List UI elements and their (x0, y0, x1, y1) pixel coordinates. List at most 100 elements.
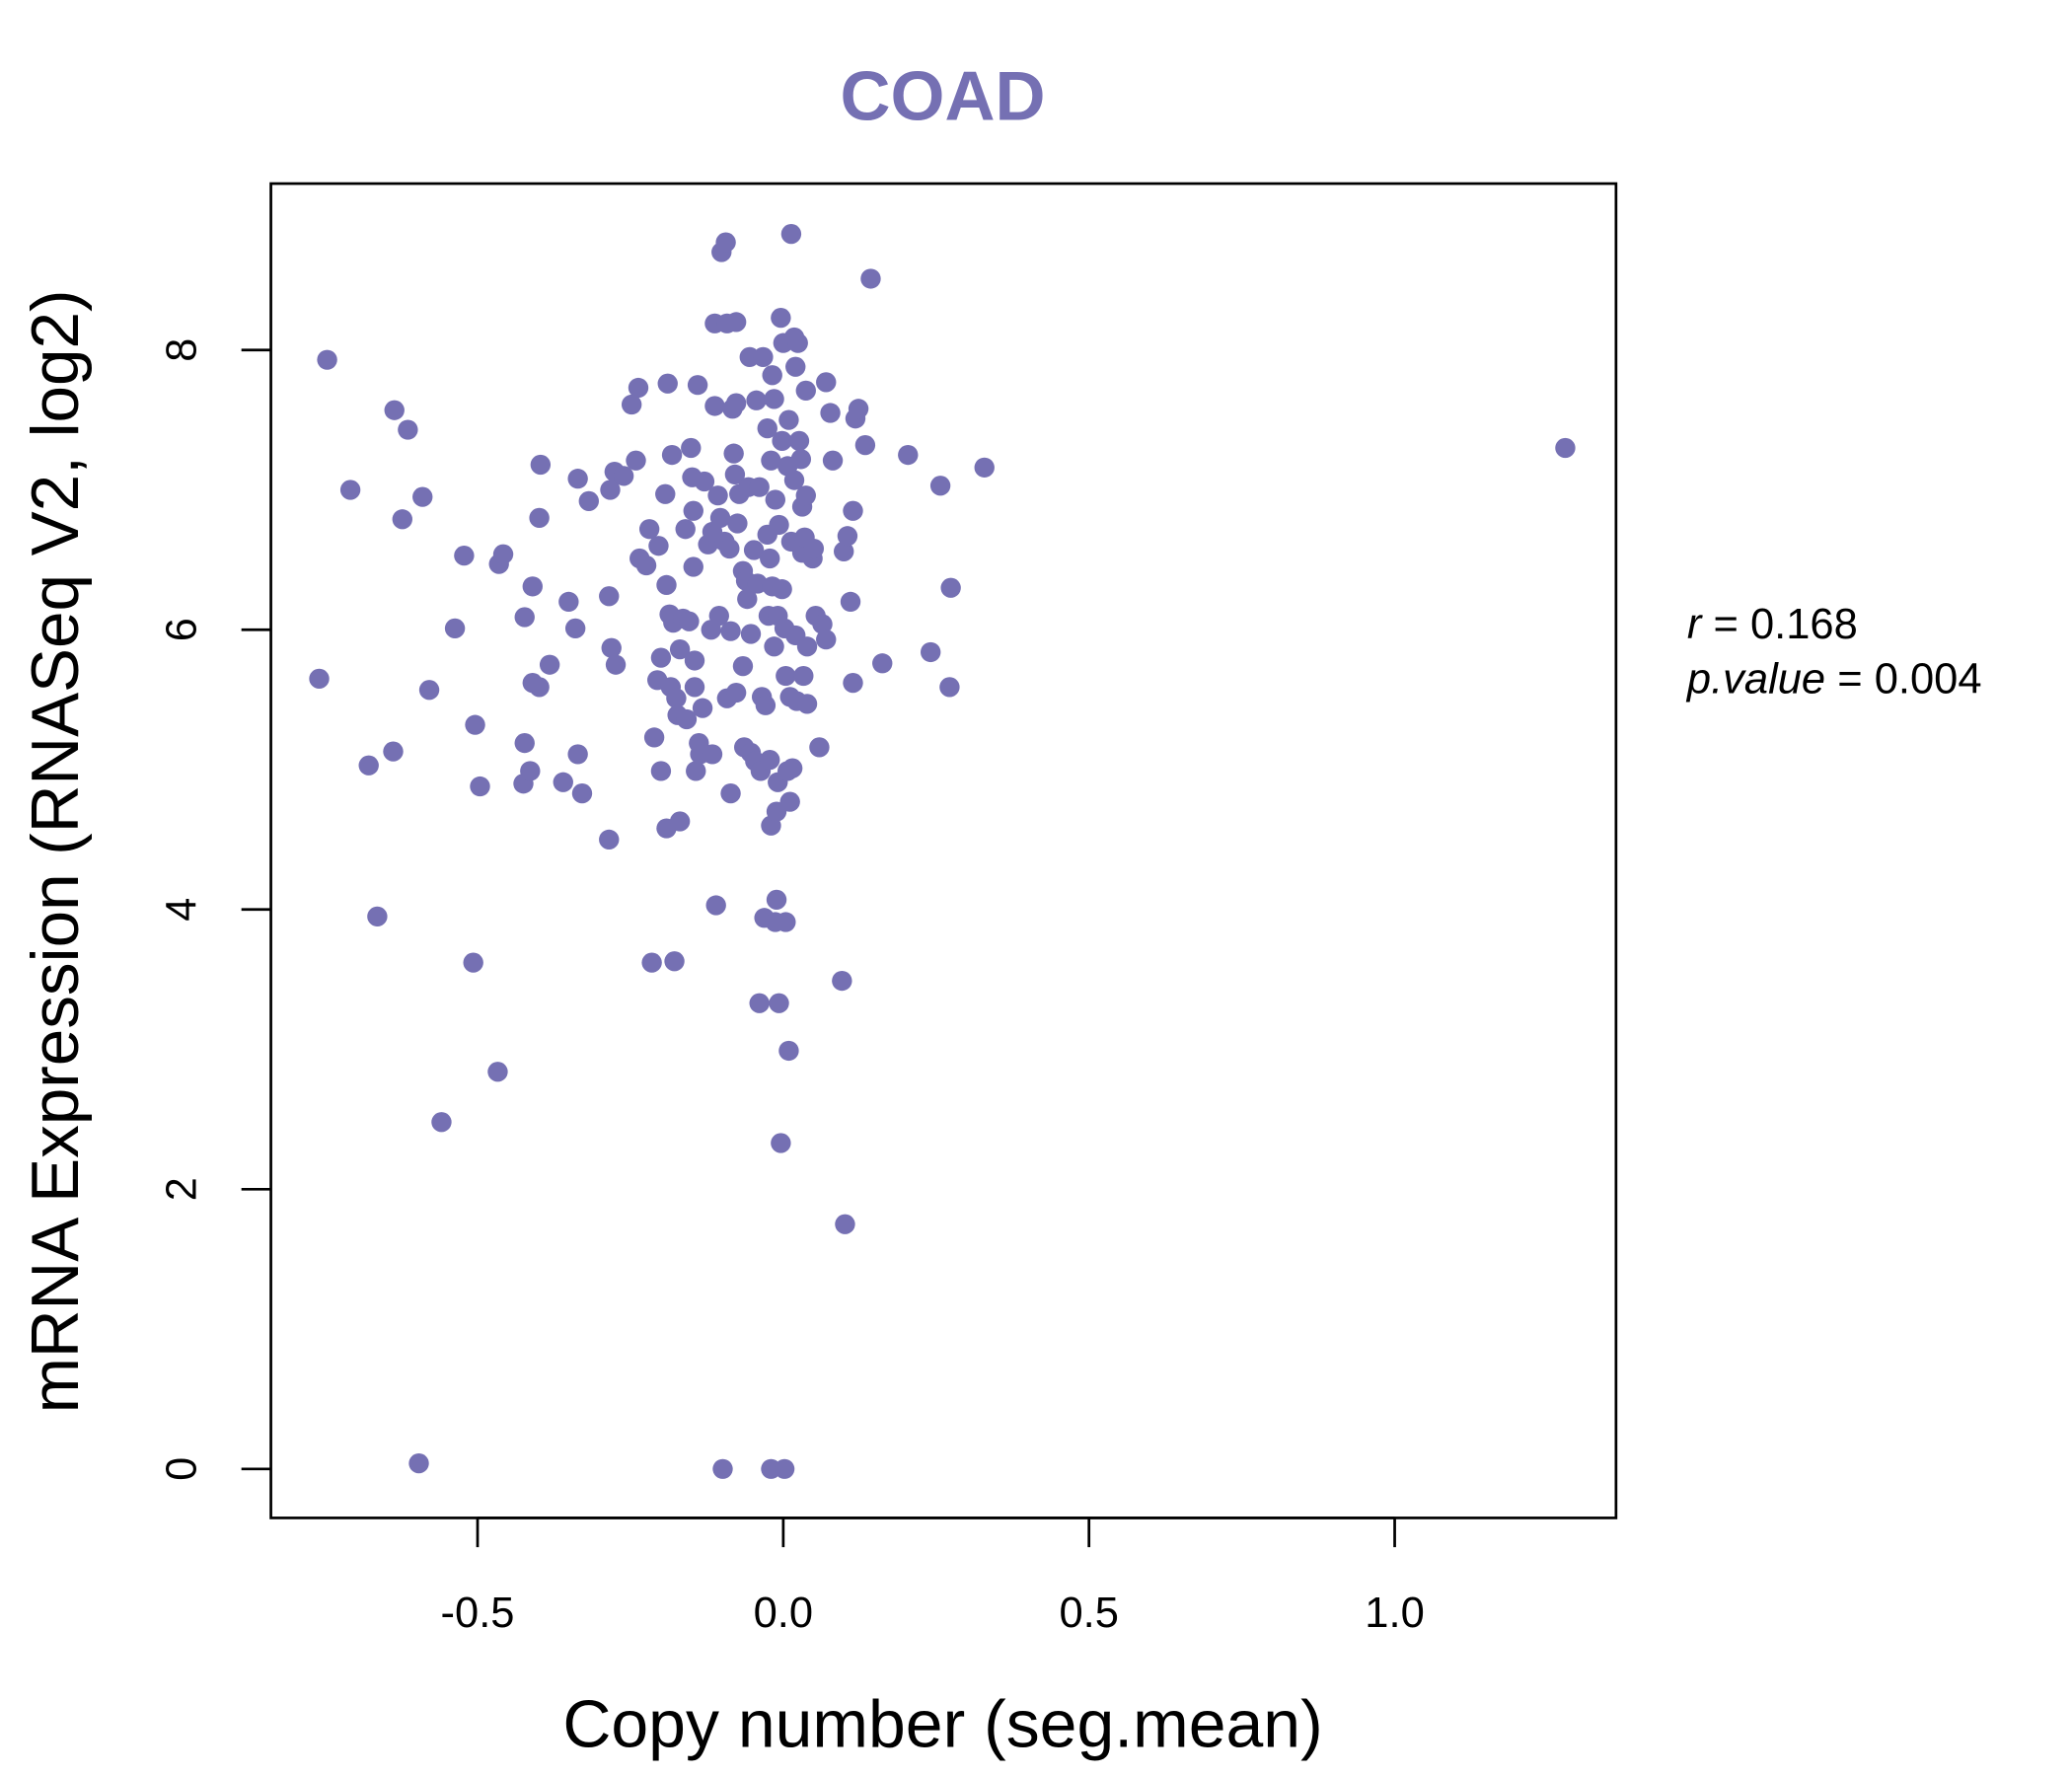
x-axis: -0.5 0.0 0.5 1.0 (441, 1517, 1425, 1637)
data-point (520, 761, 541, 781)
data-point (790, 449, 812, 470)
data-point (444, 618, 466, 638)
data-point (939, 677, 960, 698)
data-point (470, 776, 490, 797)
data-point (779, 791, 800, 812)
data-point (643, 727, 665, 748)
data-point (854, 435, 876, 456)
correlation-r: r = 0.168 (1687, 601, 1858, 648)
data-point (725, 312, 747, 333)
data-point (656, 574, 677, 596)
y-tick-label: 2 (158, 1177, 205, 1201)
data-point (727, 513, 748, 534)
data-point (358, 755, 379, 776)
data-point (816, 629, 837, 650)
data-point (769, 514, 789, 536)
data-point (778, 409, 799, 430)
y-tick-label: 6 (158, 618, 205, 641)
data-point (669, 639, 691, 660)
r-eq: = (1713, 601, 1738, 648)
data-point (686, 761, 706, 781)
data-point (715, 232, 736, 253)
data-point (732, 656, 754, 677)
data-point (764, 389, 784, 409)
data-point (650, 647, 672, 668)
data-point (796, 636, 818, 657)
chart-title: COAD (841, 57, 1046, 135)
data-point (675, 519, 696, 540)
data-point (921, 641, 941, 663)
data-point (787, 333, 808, 353)
data-point (796, 694, 818, 714)
data-point (940, 577, 961, 598)
data-point (769, 993, 789, 1013)
data-point (626, 450, 646, 471)
x-axis-label: Copy number (seg.mean) (562, 1688, 1322, 1762)
data-point (600, 480, 621, 500)
data-point (774, 1458, 795, 1479)
data-point (567, 744, 588, 765)
data-point (635, 555, 657, 576)
data-point (648, 536, 669, 556)
data-point (628, 377, 649, 399)
data-point (664, 951, 685, 972)
data-point (761, 450, 781, 471)
points-layer (309, 223, 1576, 1479)
data-point (820, 403, 841, 423)
y-axis: 0 2 4 6 8 (158, 338, 271, 1481)
data-point (705, 895, 726, 916)
data-point (764, 636, 784, 657)
data-point (465, 714, 485, 735)
data-point (757, 418, 777, 439)
data-point (762, 365, 782, 386)
data-point (571, 783, 593, 804)
data-point (514, 607, 535, 628)
data-point (837, 526, 858, 547)
p-value-number: 0.004 (1875, 656, 1982, 703)
data-point (398, 419, 418, 440)
data-point (771, 1133, 791, 1153)
data-point (684, 677, 705, 698)
data-point (816, 372, 837, 393)
data-point (766, 889, 787, 910)
data-point (530, 454, 552, 476)
data-point (743, 540, 765, 560)
x-tick-label: 0.5 (1059, 1590, 1118, 1637)
data-point (514, 732, 535, 754)
data-point (558, 591, 579, 613)
data-point (785, 356, 806, 377)
data-point (974, 457, 995, 478)
data-point (771, 308, 791, 329)
data-point (803, 538, 825, 559)
data-point (708, 605, 729, 627)
data-point (553, 772, 573, 792)
data-point (760, 548, 780, 569)
data-point (683, 556, 703, 577)
data-point (746, 390, 767, 410)
data-point (723, 443, 744, 464)
data-point (835, 1214, 855, 1234)
data-point (898, 444, 919, 466)
data-point (384, 400, 405, 420)
data-point (822, 450, 844, 471)
data-point (487, 1062, 508, 1082)
data-point (772, 430, 792, 452)
data-point (567, 469, 588, 489)
data-point (317, 349, 337, 370)
data-point (431, 1112, 452, 1133)
data-point (666, 688, 687, 708)
data-point (463, 952, 483, 973)
data-point (683, 500, 703, 521)
data-point (795, 380, 816, 401)
data-point (793, 665, 814, 687)
p-label: p.value (1685, 656, 1825, 703)
data-point (707, 485, 728, 506)
data-point (719, 538, 740, 559)
data-point (367, 906, 388, 926)
data-point (834, 541, 854, 562)
data-point (454, 546, 475, 566)
data-point (418, 680, 440, 701)
data-point (860, 268, 881, 289)
